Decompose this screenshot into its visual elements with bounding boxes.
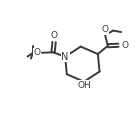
Text: O: O bbox=[121, 41, 128, 50]
Text: O: O bbox=[102, 25, 109, 34]
Text: OH: OH bbox=[77, 81, 91, 90]
Text: N: N bbox=[61, 52, 69, 62]
Text: O: O bbox=[51, 31, 58, 40]
Text: O: O bbox=[34, 48, 41, 57]
